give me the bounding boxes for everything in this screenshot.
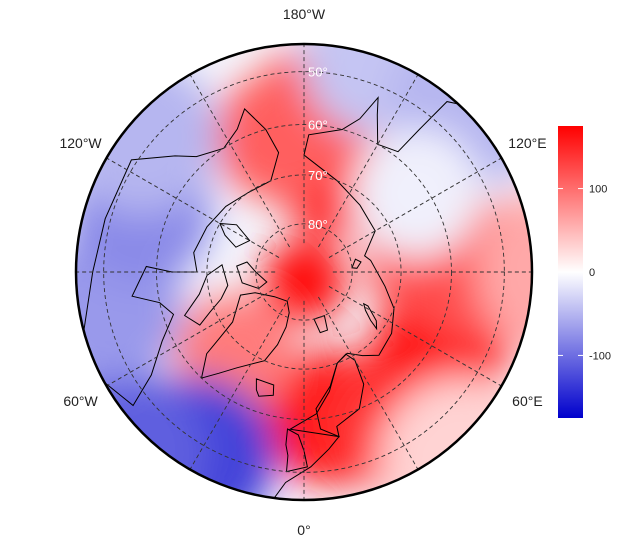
latitude-labels: 50° 60° 70° 80° <box>308 65 328 232</box>
meridian-line <box>181 296 290 485</box>
latitude-label: 60° <box>308 118 328 133</box>
anomaly-blob <box>214 71 346 203</box>
map-border <box>74 42 534 502</box>
longitude-label: 60°E <box>512 393 543 409</box>
colorbar-tick-label: 0 <box>589 267 595 279</box>
coastline-path <box>219 222 251 248</box>
colorbar-ticks: 100 0 -100 <box>558 184 611 362</box>
map-disk <box>76 44 532 500</box>
meridian-line <box>318 296 427 485</box>
coastline-path <box>83 108 280 407</box>
lat-circle <box>206 174 402 370</box>
anomaly-field <box>76 44 532 500</box>
longitude-labels: 180°W 120°E 60°E 0° 60°W 120°W <box>59 6 546 538</box>
latitude-label: 70° <box>308 168 328 183</box>
meridian-line <box>91 149 280 258</box>
meridian-line <box>318 59 427 248</box>
latitude-label: 50° <box>308 65 328 80</box>
lat-circle <box>255 223 353 321</box>
meridian-line <box>328 286 517 395</box>
longitude-label: 0° <box>297 522 310 538</box>
meridian-line <box>91 286 280 395</box>
coastline-path <box>236 261 268 290</box>
longitude-label: 180°W <box>283 6 326 22</box>
longitude-label: 120°W <box>59 135 102 151</box>
coastline-path <box>285 428 308 473</box>
coastline-path <box>255 378 275 397</box>
coastline-path <box>362 302 378 331</box>
anomaly-blob <box>351 128 482 259</box>
meridian-line <box>181 59 290 248</box>
meridian-line <box>328 149 517 258</box>
graticule <box>76 44 532 500</box>
lat-circle <box>156 124 452 420</box>
colorbar-tick-label: 100 <box>589 184 607 196</box>
anomaly-blob <box>475 187 532 357</box>
longitude-label: 120°E <box>508 135 546 151</box>
coastline-path <box>351 258 362 269</box>
longitude-label: 60°W <box>63 393 98 409</box>
anomaly-blob <box>262 239 346 324</box>
coastline-path <box>183 263 229 326</box>
colorbar-tick-label: -100 <box>589 350 611 362</box>
latitude-label: 80° <box>308 217 328 232</box>
colorbar: 100 0 -100 <box>558 126 611 418</box>
coastline-path <box>265 96 532 500</box>
